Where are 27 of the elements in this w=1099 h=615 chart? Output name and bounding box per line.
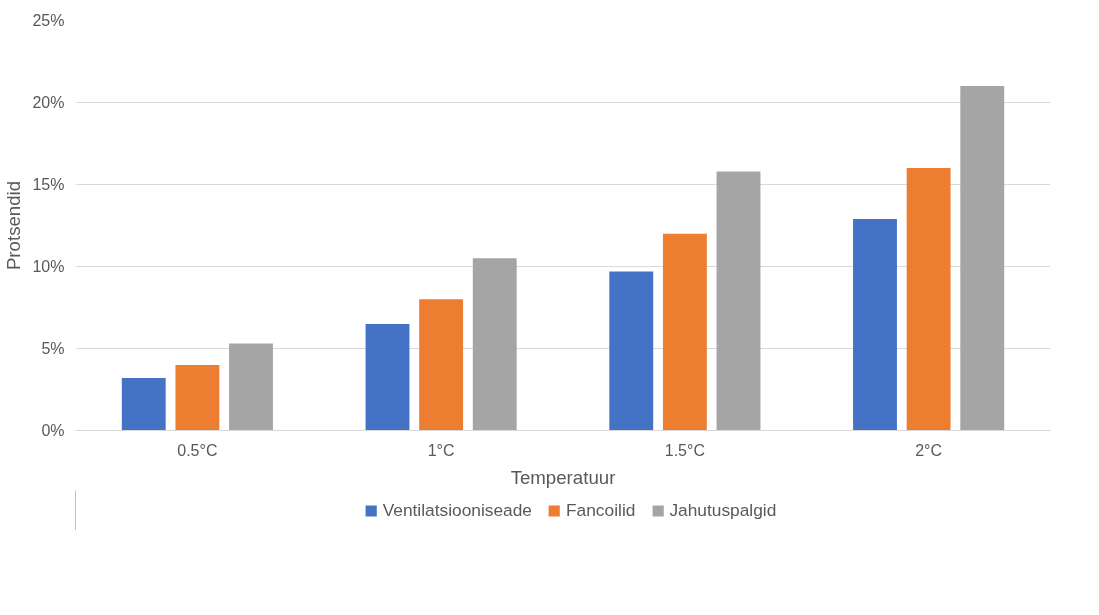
y-axis-title: Protsendid [3, 180, 25, 271]
y-tick-label: 20% [32, 94, 65, 111]
legend-label: Jahutuspalgid [669, 499, 777, 521]
bar [662, 233, 707, 431]
legend-label: Ventilatsiooniseade [382, 499, 533, 521]
bar [419, 299, 464, 431]
bar [960, 86, 1005, 431]
bar [906, 168, 951, 431]
x-axis-title: Temperatuur [510, 466, 616, 488]
bar [175, 364, 220, 431]
y-tick-label: 5% [41, 340, 65, 357]
x-tick-label: 1.5°C [664, 441, 705, 459]
bar [229, 343, 273, 431]
legend-label: Fancoilid [566, 499, 636, 521]
x-tick-label: 0.5°C [177, 441, 218, 459]
y-tick-label: 25% [32, 12, 65, 29]
bar [716, 171, 761, 431]
bar [609, 271, 654, 431]
y-tick-label: 0% [41, 422, 65, 439]
x-tick-label: 2°C [915, 441, 943, 459]
x-tick-label: 1°C [427, 441, 455, 459]
bar [853, 218, 897, 431]
bar [365, 323, 410, 431]
bar [472, 258, 517, 431]
y-tick-label: 15% [32, 176, 65, 193]
bar [121, 378, 166, 431]
y-tick-label: 10% [32, 258, 65, 275]
